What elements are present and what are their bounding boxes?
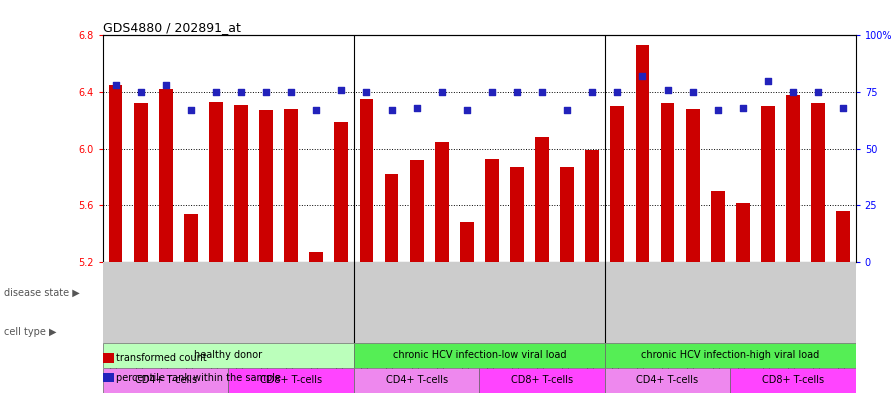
Bar	[711, 191, 725, 262]
Bar	[309, 252, 323, 262]
Bar	[585, 150, 599, 262]
FancyBboxPatch shape	[354, 368, 479, 393]
Point	[610, 89, 625, 95]
Point	[836, 105, 850, 111]
Point	[736, 105, 750, 111]
Bar	[811, 103, 825, 262]
Bar	[159, 89, 173, 262]
Point	[786, 89, 800, 95]
Bar	[184, 214, 198, 262]
Point	[334, 86, 349, 93]
Text: chronic HCV infection-high viral load: chronic HCV infection-high viral load	[642, 350, 819, 360]
Point	[159, 82, 173, 88]
Bar	[259, 110, 273, 262]
Bar	[761, 106, 775, 262]
Text: cell type ▶: cell type ▶	[4, 327, 57, 337]
Point	[108, 82, 123, 88]
Bar	[209, 102, 223, 262]
Text: CD8+ T-cells: CD8+ T-cells	[511, 375, 573, 386]
Point	[409, 105, 424, 111]
Bar	[108, 85, 123, 262]
Point	[585, 89, 599, 95]
Point	[209, 89, 223, 95]
Point	[435, 89, 449, 95]
Text: GDS4880 / 202891_at: GDS4880 / 202891_at	[103, 21, 241, 34]
Bar	[736, 202, 750, 262]
Point	[284, 89, 298, 95]
Text: CD8+ T-cells: CD8+ T-cells	[260, 375, 323, 386]
Point	[761, 77, 775, 84]
Bar	[560, 167, 574, 262]
Point	[560, 107, 574, 113]
Point	[309, 107, 323, 113]
Bar	[284, 109, 298, 262]
Point	[460, 107, 474, 113]
Text: CD8+ T-cells: CD8+ T-cells	[762, 375, 824, 386]
Bar	[234, 105, 248, 262]
FancyBboxPatch shape	[354, 343, 605, 368]
Text: transformed count: transformed count	[116, 353, 207, 363]
Point	[359, 89, 374, 95]
Point	[685, 89, 700, 95]
Bar	[786, 95, 800, 262]
Text: CD4+ T-cells: CD4+ T-cells	[385, 375, 448, 386]
Text: healthy donor: healthy donor	[194, 350, 263, 360]
Point	[234, 89, 248, 95]
Bar	[384, 174, 399, 262]
Text: percentile rank within the sample: percentile rank within the sample	[116, 373, 281, 383]
Point	[384, 107, 399, 113]
Bar	[660, 103, 675, 262]
FancyBboxPatch shape	[605, 368, 730, 393]
Bar	[610, 106, 625, 262]
Bar	[535, 138, 549, 262]
Point	[485, 89, 499, 95]
FancyBboxPatch shape	[605, 343, 856, 368]
Bar	[460, 222, 474, 262]
Point	[184, 107, 198, 113]
FancyBboxPatch shape	[730, 368, 856, 393]
Bar	[334, 122, 349, 262]
Bar	[134, 103, 148, 262]
Point	[711, 107, 725, 113]
Bar	[435, 141, 449, 262]
Text: disease state ▶: disease state ▶	[4, 288, 81, 298]
Text: CD4+ T-cells: CD4+ T-cells	[134, 375, 197, 386]
FancyBboxPatch shape	[479, 368, 605, 393]
Bar	[510, 167, 524, 262]
FancyBboxPatch shape	[103, 368, 228, 393]
Point	[134, 89, 148, 95]
Bar	[685, 109, 700, 262]
FancyBboxPatch shape	[228, 368, 354, 393]
Point	[510, 89, 524, 95]
Point	[535, 89, 549, 95]
Point	[635, 73, 650, 79]
Text: CD4+ T-cells: CD4+ T-cells	[636, 375, 699, 386]
Point	[259, 89, 273, 95]
Point	[811, 89, 825, 95]
Bar	[635, 45, 650, 262]
Bar	[836, 211, 850, 262]
Bar	[485, 159, 499, 262]
Bar	[409, 160, 424, 262]
Text: chronic HCV infection-low viral load: chronic HCV infection-low viral load	[392, 350, 566, 360]
Bar	[359, 99, 374, 262]
Point	[660, 86, 675, 93]
FancyBboxPatch shape	[103, 343, 354, 368]
